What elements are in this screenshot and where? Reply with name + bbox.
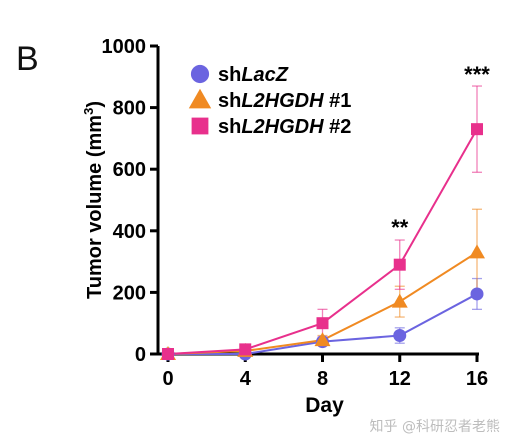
x-axis-label: Day: [305, 394, 344, 417]
panel-label: B: [16, 40, 39, 78]
x-tick-label: 0: [162, 368, 173, 390]
y-tick-label: 800: [113, 98, 146, 120]
y-tick-label: 0: [135, 344, 146, 366]
data-point-series-3: [239, 343, 252, 356]
legend-marker-3: [191, 117, 209, 135]
legend-marker-1: [190, 64, 210, 84]
legend-label-1: shLacZ: [218, 64, 289, 86]
legend-label-2: shL2HGDH #1: [218, 90, 351, 112]
x-tick-label: 8: [317, 368, 328, 390]
x-tick-label: 12: [389, 368, 411, 390]
y-tick-label: 200: [113, 282, 146, 304]
y-axis-label: Tumor volume (mm3): [81, 101, 106, 299]
data-point-series-3: [471, 123, 483, 136]
y-tick-label: 600: [113, 159, 146, 181]
data-point-series-2: [314, 332, 331, 347]
legend-marker-2: [188, 88, 212, 109]
data-point-series-3: [393, 258, 406, 271]
significance-annotation: ***: [464, 62, 490, 87]
data-point-series-1: [393, 329, 407, 343]
significance-annotation: **: [391, 215, 409, 240]
x-tick-label: 16: [466, 368, 488, 390]
legend-label-3: shL2HGDH #2: [218, 116, 351, 138]
x-tick-label: 4: [240, 368, 252, 390]
data-point-series-3: [162, 348, 174, 360]
data-point-series-2: [391, 293, 408, 308]
y-tick-label: 1000: [102, 36, 147, 58]
y-tick-label: 400: [113, 221, 146, 243]
watermark: 知乎 @科研忍者老熊: [369, 419, 500, 435]
data-point-series-2: [469, 244, 485, 259]
data-point-series-1: [470, 287, 484, 301]
data-point-series-3: [316, 317, 329, 330]
